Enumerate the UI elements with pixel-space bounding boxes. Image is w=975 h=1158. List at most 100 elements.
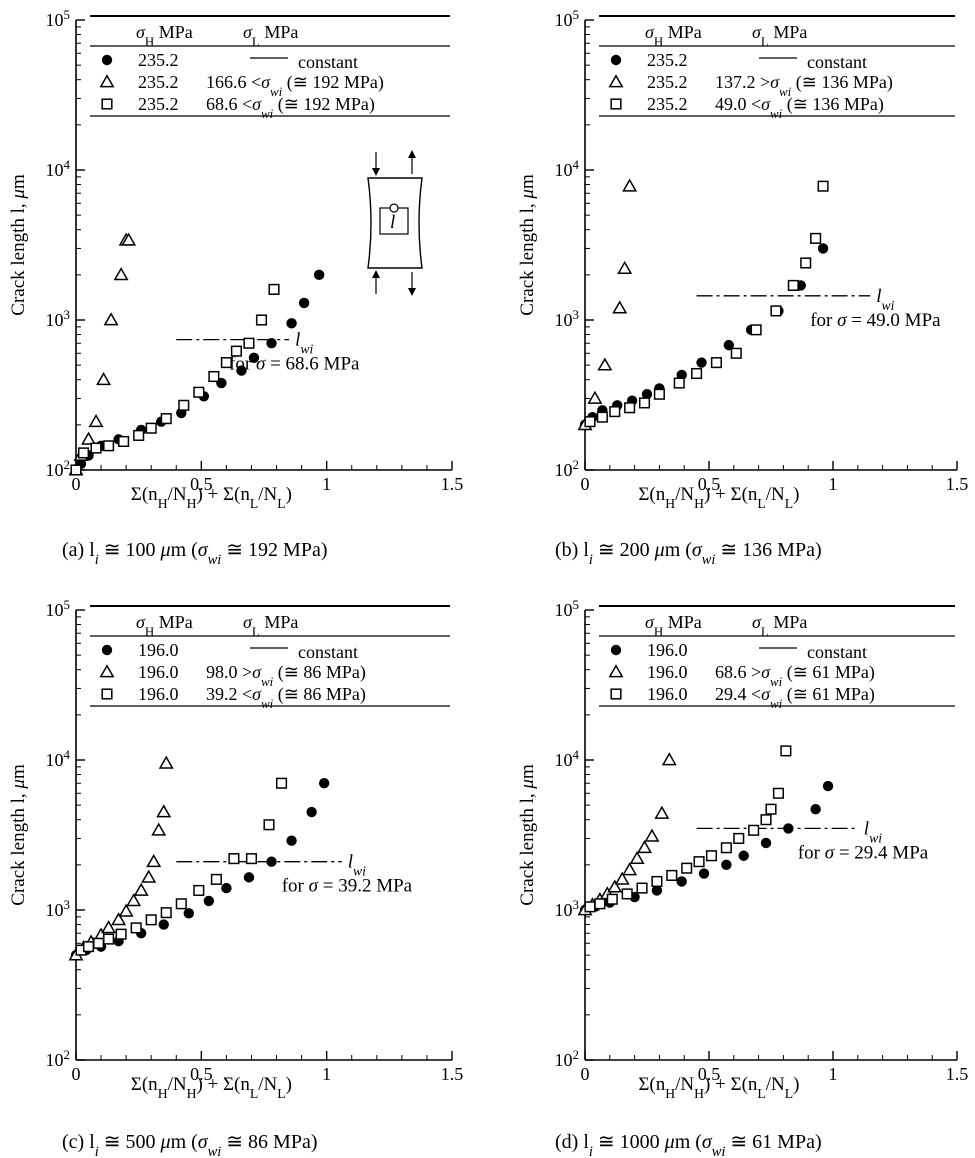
- data-point-open-square: [673, 377, 685, 389]
- panel-caption: (a) li ≅ 100 μm (σwi ≅ 192 MPa): [62, 539, 327, 568]
- legend-sigma-h: 196.0: [647, 662, 688, 682]
- data-point-open-triangle: [622, 178, 638, 192]
- data-point-filled-circle: [822, 780, 834, 792]
- data-point-open-square: [193, 884, 205, 896]
- y-tick-label: 104: [46, 157, 71, 181]
- data-point-open-square: [243, 337, 255, 349]
- data-point-open-square: [730, 347, 742, 359]
- legend-header-sigma-l: σL MPa: [243, 22, 298, 49]
- data-point-open-square: [178, 399, 190, 411]
- legend-sigma-h: 196.0: [647, 640, 688, 660]
- x-tick-label: 0: [581, 1064, 590, 1084]
- x-tick-label: 1.5: [441, 1064, 464, 1084]
- legend-header-sigma-l: σL MPa: [243, 612, 298, 639]
- x-axis-label: Σ(nH/NH) + Σ(nL/NL): [131, 484, 292, 511]
- data-point-open-square: [268, 283, 280, 295]
- legend-sigma-l: constant: [298, 642, 358, 662]
- data-point-open-square: [624, 402, 636, 414]
- wi-threshold-label: lwi: [864, 818, 882, 845]
- panel-caption: (c) li ≅ 500 μm (σwi ≅ 86 MPa): [62, 1131, 317, 1158]
- data-point-filled-circle: [651, 885, 663, 896]
- x-tick-label: 1.5: [441, 474, 464, 494]
- data-point-open-square: [606, 893, 618, 905]
- data-point-open-triangle: [629, 850, 645, 865]
- data-point-open-square: [596, 411, 608, 423]
- data-point-open-square: [750, 324, 762, 336]
- data-point-open-square: [115, 928, 127, 940]
- data-point-open-triangle: [133, 882, 149, 896]
- data-point-filled-circle: [286, 318, 297, 329]
- x-tick-label: 1: [322, 474, 331, 494]
- x-axis-label: Σ(nH/NH) + Σ(nL/NL): [638, 1074, 799, 1101]
- legend-sigma-h: 196.0: [138, 662, 179, 682]
- y-tick-label: 103: [46, 897, 70, 921]
- legend-sigma-h: 235.2: [138, 94, 179, 114]
- legend-sigma-h: 235.2: [647, 94, 688, 114]
- wi-threshold-label: lwi: [876, 286, 894, 313]
- y-tick-label: 104: [46, 747, 71, 771]
- data-point-open-triangle: [101, 920, 117, 934]
- data-point-open-triangle: [661, 752, 677, 766]
- x-tick-label: 0.5: [190, 1064, 213, 1084]
- data-point-filled-circle: [696, 357, 707, 368]
- legend-marker: [610, 98, 622, 110]
- y-tick-label: 103: [555, 307, 579, 331]
- data-point-open-square: [594, 898, 606, 910]
- panel-caption: (b) li ≅ 200 μm (σwi ≅ 136 MPa): [555, 539, 822, 568]
- data-point-filled-circle: [183, 908, 194, 919]
- legend-marker: [101, 688, 113, 700]
- legend-sigma-l: 49.0 <σwi (≅ 136 MPa): [715, 94, 884, 121]
- legend-marker: [610, 644, 622, 656]
- x-axis-label: Σ(nH/NH) + Σ(nL/NL): [131, 1074, 292, 1101]
- data-point-open-square: [160, 413, 172, 425]
- data-point-open-square: [584, 416, 596, 428]
- y-tick-label: 102: [555, 1047, 579, 1071]
- data-point-open-square: [787, 279, 799, 291]
- y-tick-label: 103: [555, 897, 579, 921]
- data-point-open-square: [228, 853, 240, 865]
- legend-sigma-h: 196.0: [138, 640, 179, 660]
- data-point-open-square: [748, 824, 760, 836]
- legend-header-sigma-l: σL MPa: [752, 22, 807, 49]
- data-point-filled-circle: [306, 806, 317, 818]
- data-point-filled-circle: [248, 352, 260, 363]
- data-point-filled-circle: [676, 876, 687, 887]
- data-point-filled-circle: [723, 339, 735, 351]
- data-point-open-square: [691, 367, 703, 380]
- chart-panel-b: 102 103 104 105 0 0.5 1 1.5 Σ(nH/NH) + Σ(nL/NL) C…: [517, 7, 968, 569]
- data-point-open-square: [70, 464, 82, 476]
- data-point-open-triangle: [644, 828, 660, 842]
- y-tick-label: 102: [46, 457, 70, 481]
- legend-sigma-h: 235.2: [138, 72, 179, 92]
- data-point-open-triangle: [121, 232, 137, 246]
- data-point-open-triangle: [141, 869, 157, 883]
- legend-header-sigma-h: σH MPa: [136, 22, 193, 49]
- data-point-open-square: [720, 842, 732, 854]
- data-point-open-square: [145, 914, 157, 926]
- data-point-open-square: [210, 873, 222, 885]
- legend-sigma-l: 166.6 <σwi (≅ 192 MPa): [206, 72, 384, 99]
- y-tick-label: 103: [46, 307, 70, 331]
- data-point-open-square: [609, 406, 621, 418]
- data-point-open-square: [82, 941, 95, 953]
- data-point-open-square: [666, 869, 678, 881]
- data-point-open-square: [145, 422, 157, 434]
- data-point-filled-circle: [266, 856, 277, 867]
- data-point-open-triangle: [587, 390, 603, 404]
- legend-header-sigma-h: σH MPa: [645, 22, 702, 49]
- data-point-open-square: [621, 888, 633, 900]
- data-point-open-triangle: [113, 267, 129, 281]
- data-point-open-square: [636, 882, 648, 894]
- y-tick-label: 102: [46, 1047, 70, 1071]
- y-axis-label: Crack length l, μm: [517, 174, 538, 316]
- y-tick-label: 105: [555, 597, 579, 621]
- x-tick-label: 1: [829, 1064, 838, 1084]
- data-point-open-triangle: [103, 312, 119, 326]
- data-point-open-triangle: [151, 822, 167, 836]
- x-tick-label: 0.5: [698, 474, 721, 494]
- data-point-open-square: [230, 345, 242, 357]
- data-point-filled-circle: [698, 868, 710, 879]
- y-tick-label: 102: [555, 457, 579, 481]
- data-point-filled-circle: [236, 365, 247, 376]
- y-axis-label: Crack length l, μm: [517, 764, 538, 906]
